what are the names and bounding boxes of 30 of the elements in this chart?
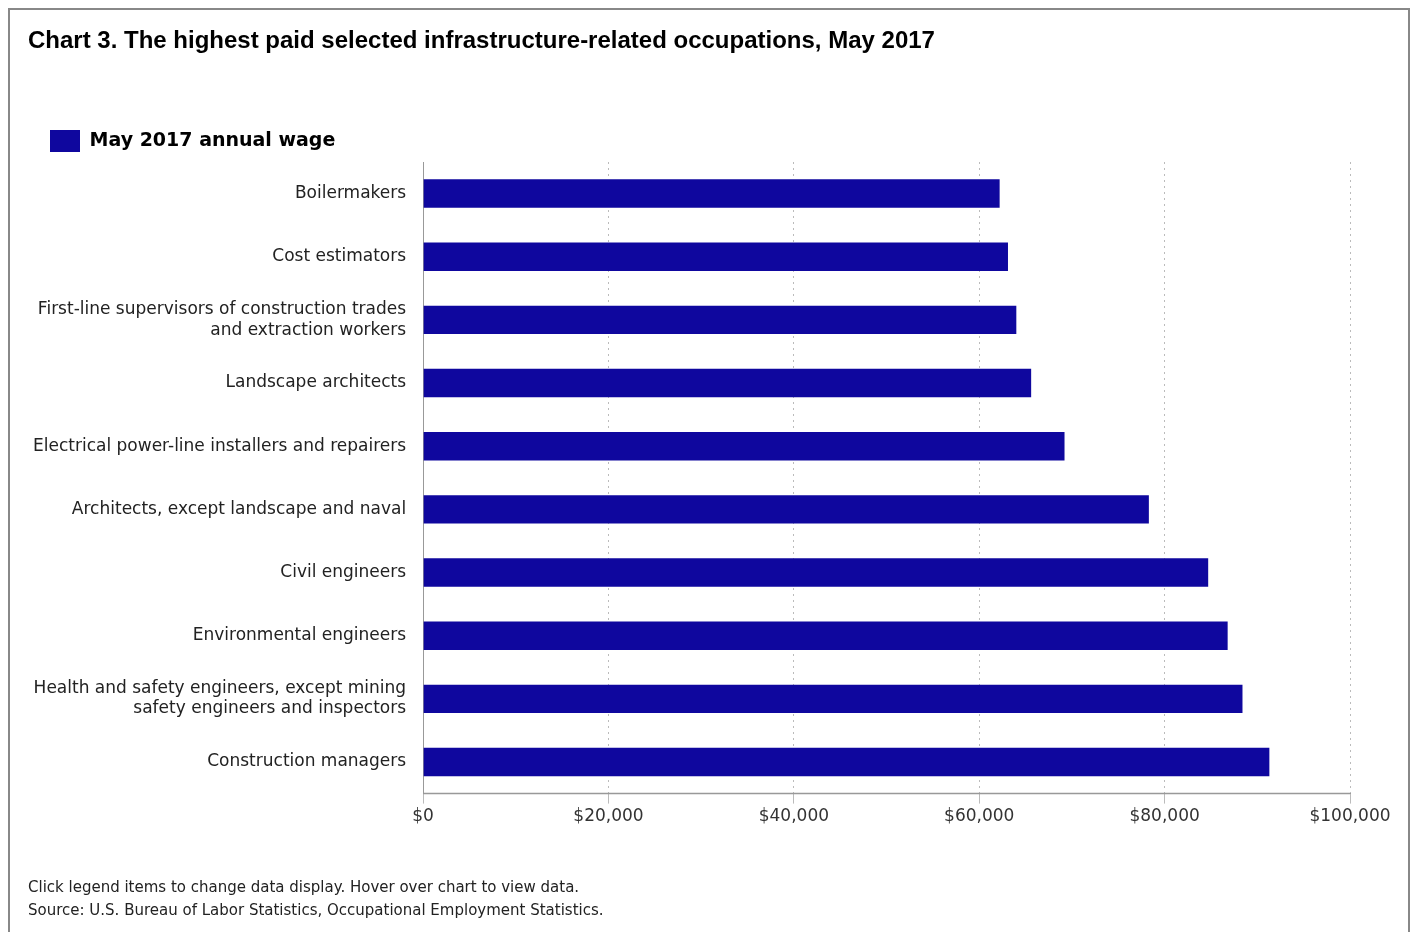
text: Click legend items to change data display. Hover over chart to view data. (28, 877, 581, 898)
x-tick-label: $40,000 (758, 805, 830, 826)
y-tick-label: Health and safety engineers, except mining safety engineers and inspectors (33, 677, 407, 718)
y-tick-label: Cost estimators (272, 245, 407, 266)
chart-title: Chart 3. The highest paid selected infrastructure-related occupations, May 2017 (28, 26, 935, 54)
bar (423, 495, 1149, 524)
bar (423, 242, 1008, 271)
y-tick-label: Electrical power-line installers and repairers (33, 434, 407, 455)
bar (423, 684, 1243, 714)
x-tick-label: $100,000 (1309, 805, 1391, 826)
y-tick-label: Architects, except landscape and naval (71, 497, 407, 518)
bar (423, 432, 1065, 461)
x-tick-label: $0 (412, 805, 434, 826)
y-tick-label: Construction managers (207, 750, 407, 771)
bar (423, 747, 1270, 777)
y-tick-label: Civil engineers (280, 560, 407, 581)
bar (423, 179, 1000, 208)
bar (423, 305, 1017, 335)
y-tick-label: Landscape architects (225, 371, 407, 392)
y-tick-label: Boilermakers (294, 182, 407, 202)
bar (423, 368, 1032, 398)
bar (423, 558, 1209, 587)
x-tick-label: $80,000 (1129, 805, 1200, 826)
legend-label: May 2017 annual wage (89, 127, 336, 150)
y-tick-label: First-line supervisors of construction trades and extraction workers (37, 298, 407, 339)
x-tick-label: $20,000 (573, 805, 644, 826)
x-tick-label: $60,000 (944, 805, 1015, 826)
y-tick-label: Environmental engineers (192, 624, 407, 645)
source-note: Source: U.S. Bureau of Labor Statistics, Occupational Employment Statistics. (28, 900, 604, 921)
bar (423, 621, 1228, 650)
